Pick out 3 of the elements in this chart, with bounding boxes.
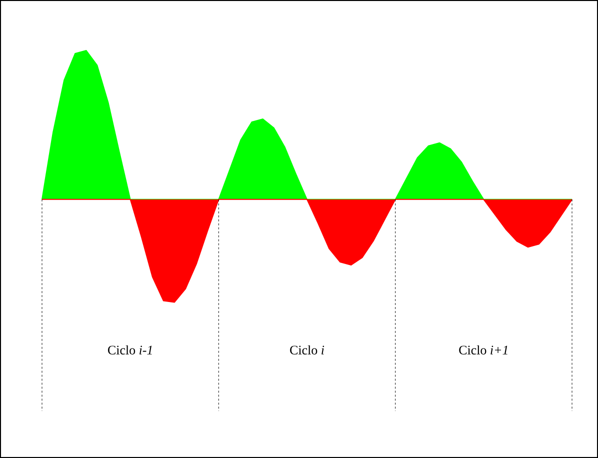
text: Ciclo i+1 (459, 345, 508, 354)
text: Ciclo i (290, 345, 324, 354)
text: Ciclo i-1 (108, 345, 152, 354)
